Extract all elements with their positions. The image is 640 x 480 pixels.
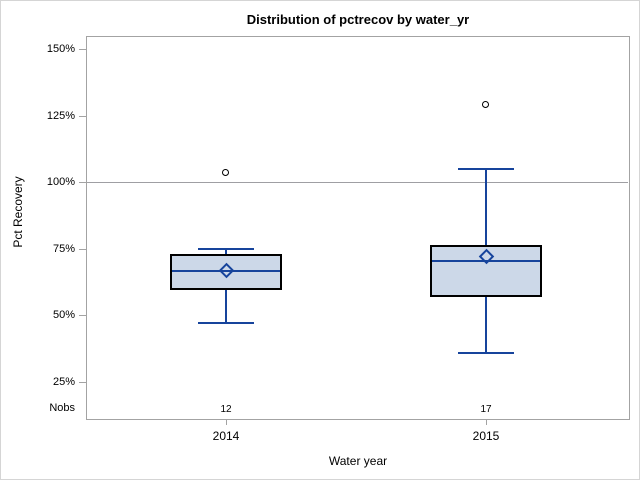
y-tick-mark (79, 315, 86, 316)
x-axis-title: Water year (328, 454, 388, 468)
reference-line (87, 182, 628, 183)
outlier-point (222, 169, 229, 176)
whisker-lower (225, 290, 227, 323)
box (430, 245, 542, 297)
whisker-cap-upper (198, 248, 254, 250)
whisker-cap-upper (458, 168, 514, 170)
x-tick-mark (486, 420, 487, 425)
plot-frame (86, 36, 630, 420)
chart-title: Distribution of pctrecov by water_yr (246, 12, 470, 27)
y-tick-mark (79, 182, 86, 183)
x-category-label: 2014 (212, 429, 240, 443)
median-line (432, 260, 540, 262)
y-tick-label: 150% (46, 43, 75, 55)
whisker-upper (225, 249, 227, 254)
x-category-label: 2015 (472, 429, 500, 443)
outlier-point (482, 101, 489, 108)
y-tick-mark (79, 382, 86, 383)
y-tick-label: 100% (46, 176, 75, 188)
whisker-cap-lower (198, 322, 254, 324)
y-tick-label: 125% (46, 110, 75, 122)
y-tick-mark (79, 49, 86, 50)
y-tick-label: 75% (52, 243, 75, 255)
median-line (172, 270, 280, 272)
nobs-value: 12 (220, 404, 232, 415)
whisker-upper (485, 169, 487, 245)
y-tick-mark (79, 116, 86, 117)
x-tick-mark (226, 420, 227, 425)
whisker-cap-lower (458, 352, 514, 354)
box (170, 254, 282, 290)
y-tick-label: 50% (52, 309, 75, 321)
whisker-lower (485, 297, 487, 353)
y-tick-label: 25% (52, 376, 75, 388)
y-tick-mark (79, 249, 86, 250)
nobs-axis-label: Nobs (49, 402, 75, 414)
nobs-value: 17 (480, 404, 492, 415)
